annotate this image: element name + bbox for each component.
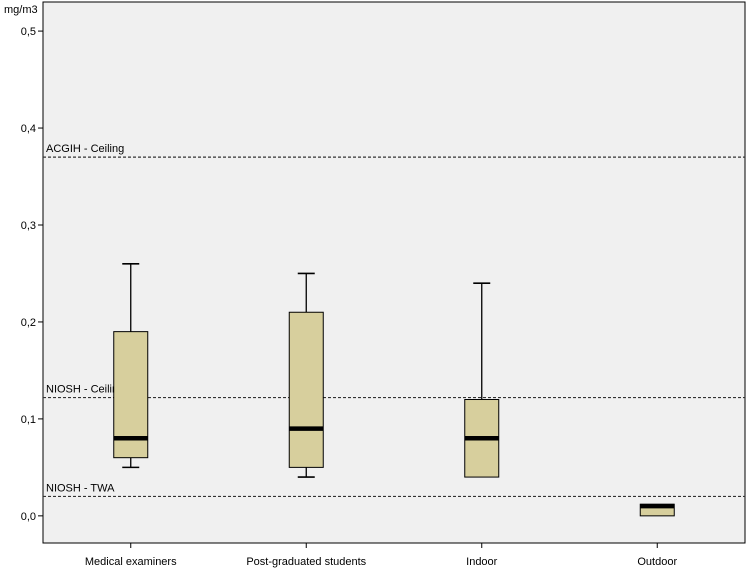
y-tick-label-2: 0,3	[21, 220, 36, 232]
boxes	[113, 262, 675, 517]
iqr-box-1	[288, 311, 324, 468]
y-axis: 0,5 0,4 0,3 0,2 0,1 0,0	[21, 26, 43, 523]
x-axis: Medical examiners Post-graduated students…	[85, 543, 677, 568]
y-tick-label-5: 0,0	[21, 511, 36, 523]
box-3	[639, 503, 675, 517]
x-category-label-0: Medical examiners	[85, 556, 177, 568]
reference-line-label-1: NIOSH - Ceiling	[46, 384, 124, 396]
y-tick-label-3: 0,2	[21, 317, 36, 329]
box-2	[464, 282, 500, 478]
x-category-label-3: Outdoor	[637, 556, 677, 568]
box-1	[288, 272, 324, 478]
y-tick-label-0: 0,5	[21, 26, 36, 38]
reference-lines: ACGIH - Ceiling NIOSH - Ceiling NIOSH - TW…	[43, 143, 745, 498]
y-axis-unit-label: mg/m3	[4, 4, 38, 16]
box-0	[113, 262, 149, 469]
reference-line-label-2: NIOSH - TWA	[46, 482, 115, 494]
reference-line-label-0: ACGIH - Ceiling	[46, 143, 124, 155]
y-tick-label-4: 0,1	[21, 414, 36, 426]
x-category-label-2: Indoor	[466, 556, 498, 568]
plot-area	[42, 1, 746, 544]
y-tick-label-1: 0,4	[21, 123, 36, 135]
x-category-label-1: Post-graduated students	[246, 556, 366, 568]
